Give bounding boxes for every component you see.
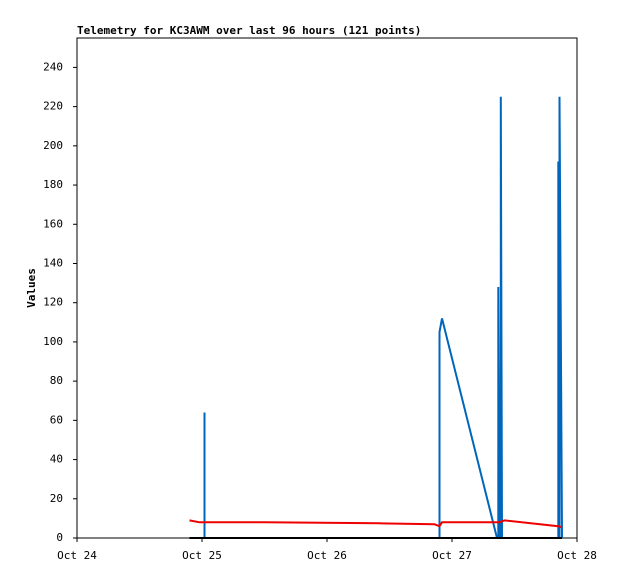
y-tick-label: 0 <box>56 531 63 544</box>
y-tick-label: 200 <box>43 139 63 152</box>
y-tick-label: 120 <box>43 296 63 309</box>
y-tick-label: 180 <box>43 178 63 191</box>
chart-title: Telemetry for KC3AWM over last 96 hours … <box>77 24 421 37</box>
x-tick-label: Oct 27 <box>432 549 472 562</box>
x-tick-label: Oct 26 <box>307 549 347 562</box>
y-tick-label: 100 <box>43 335 63 348</box>
y-tick-label: 220 <box>43 100 63 113</box>
x-tick-label: Oct 25 <box>182 549 222 562</box>
x-tick-label: Oct 28 <box>557 549 597 562</box>
x-tick-label: Oct 24 <box>57 549 97 562</box>
y-axis-title: Values <box>25 268 38 308</box>
y-tick-label: 140 <box>43 256 63 269</box>
y-tick-label: 80 <box>50 374 63 387</box>
y-tick-label: 240 <box>43 60 63 73</box>
y-tick-label: 40 <box>50 453 63 466</box>
y-tick-label: 60 <box>50 413 63 426</box>
y-tick-label: 160 <box>43 217 63 230</box>
series-line <box>189 519 563 529</box>
y-tick-label: 20 <box>50 492 63 505</box>
